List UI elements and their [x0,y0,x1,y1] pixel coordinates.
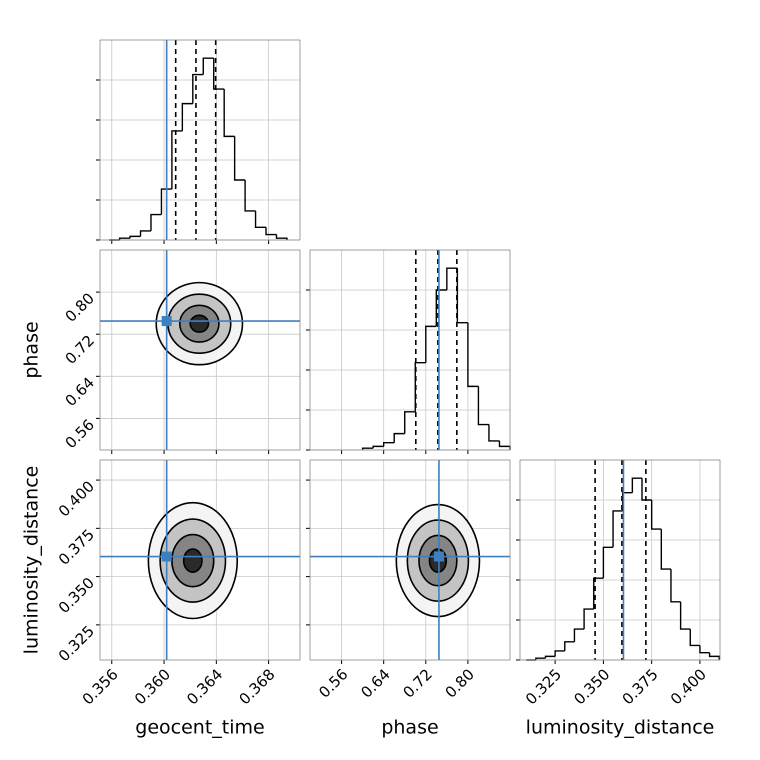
histogram-step [265,227,277,236]
density-contour [182,548,203,573]
panel [310,250,510,450]
histogram-step [670,569,681,603]
histogram-step [233,136,246,181]
histogram-step [708,652,720,660]
y-tick-label: 0.56 [62,416,98,452]
panel-frame [99,249,301,451]
x-tick-label: 0.375 [619,665,662,708]
truth-marker [161,316,172,327]
histogram-step [361,447,374,450]
x-tick-label: 0.360 [131,665,174,708]
histogram-step [573,628,585,642]
histogram-step [446,267,458,290]
y-tick-label: 0.80 [62,289,98,325]
histogram-step [372,445,384,449]
x-tick-label: 0.350 [570,665,613,708]
histogram-step [660,529,671,570]
panel-frame [99,39,301,241]
panel-frame [309,249,511,451]
histogram-step [425,325,437,363]
panel-frame [99,459,301,661]
x-axis-label: geocent_time [135,717,264,739]
histogram-step [393,432,405,443]
histogram-step [650,500,662,530]
histogram-step [244,180,256,212]
histogram-step [641,478,652,501]
x-tick-label: 0.364 [183,665,226,708]
histogram-step [467,322,479,388]
histogram-step [679,601,691,630]
histogram-step [150,213,162,231]
histogram-step [192,73,204,104]
histogram-step [202,57,214,75]
x-tick-label: 0.80 [442,665,478,701]
histogram-step [213,58,225,90]
x-tick-label: 0.368 [236,665,279,708]
truth-marker [161,551,172,562]
y-tick-label: 0.72 [62,331,98,367]
x-tick-label: 0.356 [79,665,122,708]
histogram-step [593,577,604,610]
histogram-step [488,424,500,442]
truth-marker [433,551,444,562]
y-axis-label: luminosity_distance [21,466,43,655]
y-tick-label: 0.325 [55,622,98,665]
histogram-step [129,235,141,239]
histogram-step [602,546,614,579]
y-axis-label: phase [21,321,43,378]
histogram-step [544,655,556,659]
y-tick-label: 0.400 [55,477,98,520]
histogram-step [404,411,416,434]
histogram-step [631,477,643,493]
histogram-step [535,657,546,660]
histogram-step [223,89,235,138]
x-tick-label: 0.56 [315,665,351,701]
panel [100,40,300,240]
panel-frame [519,459,721,661]
density-contour [189,314,210,333]
histogram-step [689,629,700,647]
histogram-step [699,645,710,654]
y-tick-label: 0.350 [55,574,98,617]
y-tick-label: 0.64 [62,374,98,410]
histogram-step [181,102,193,131]
histogram-step [171,130,183,190]
panel [520,460,720,660]
histogram-step [118,237,131,240]
histogram-step [612,510,623,548]
y-tick-label: 0.375 [55,526,98,569]
histogram-step [254,210,267,228]
x-tick-label: 0.72 [399,665,435,701]
histogram-step [583,608,594,630]
histogram-step [139,230,151,237]
histogram-step [160,188,172,215]
x-tick-label: 0.400 [667,665,710,708]
histogram-step [275,234,288,240]
x-axis-label: phase [381,717,438,739]
histogram-step [477,386,489,426]
x-tick-label: 0.325 [522,665,565,708]
histogram-step [564,641,575,651]
x-axis-label: luminosity_distance [526,717,715,739]
histogram-step [382,442,395,447]
histogram-step [435,289,447,327]
histogram-step [554,650,565,657]
x-tick-label: 0.64 [357,665,393,701]
panel-frame [309,459,511,661]
